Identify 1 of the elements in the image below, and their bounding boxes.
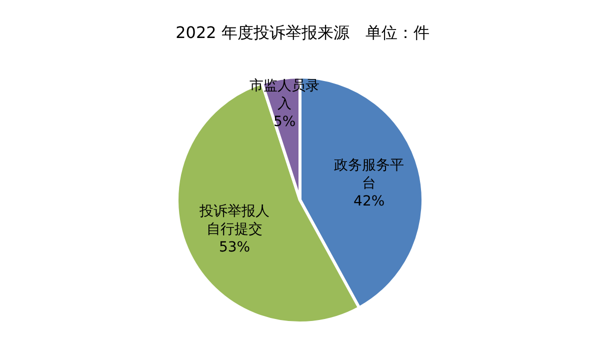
title: 2022 年度投诉举报来源 单位：件 (176, 23, 430, 42)
